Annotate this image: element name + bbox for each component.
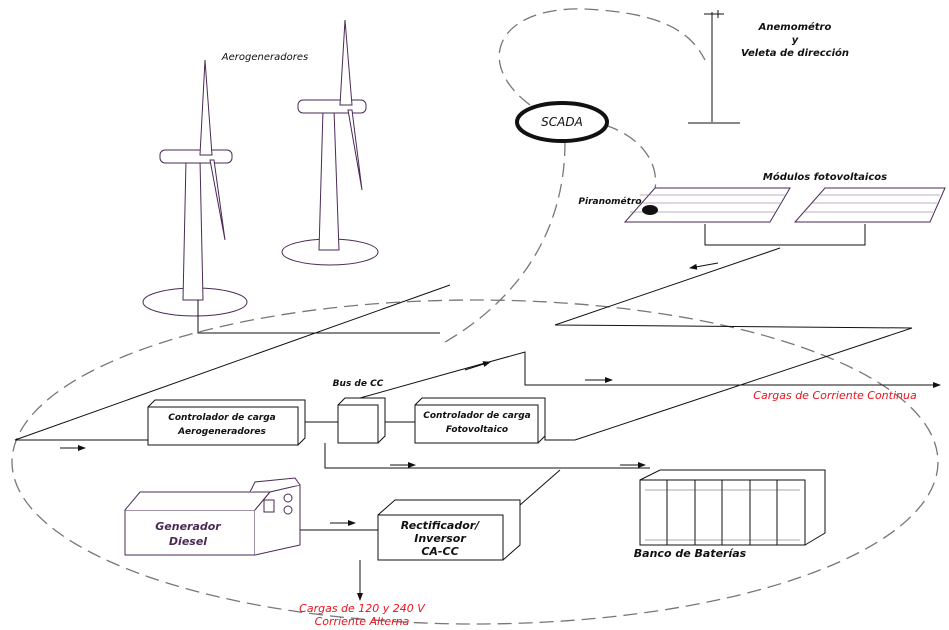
- battery-bank: [639, 469, 826, 546]
- bus-label: Bus de CC: [333, 379, 384, 389]
- anemometer-label: y: [792, 35, 799, 46]
- pv-label: Módulos fotovoltaicos: [763, 171, 887, 183]
- anemometer-mast: [688, 10, 740, 124]
- wind-controller-box: [147, 399, 306, 446]
- pv-controller-label: Controlador de carga: [423, 411, 531, 421]
- anemometer-label: Anemométro: [758, 21, 832, 33]
- pv-wire: [544, 247, 913, 441]
- wind-controller-label: Aerogeneradores: [177, 427, 266, 437]
- anemometer-label: Veleta de dirección: [741, 47, 849, 59]
- rectifier-label: Inversor: [414, 532, 466, 545]
- diesel-generator: [124, 477, 301, 556]
- scada-link-system: [439, 141, 566, 346]
- scada-label: SCADA: [541, 115, 583, 129]
- scada-link-anemometer: [498, 8, 706, 106]
- wind-wire: [197, 300, 440, 334]
- rectifier-label: CA-CC: [421, 545, 458, 558]
- pv-modules: [623, 187, 946, 223]
- flow-arrows: [60, 262, 719, 526]
- pv-controller-box: [414, 397, 546, 444]
- pv-wire: [704, 224, 866, 246]
- diesel-label: Diesel: [169, 535, 207, 548]
- rectifier-box: [377, 499, 521, 561]
- system-boundary: [11, 299, 939, 625]
- wind-label: Aerogeneradores: [221, 52, 308, 63]
- scada-node: [515, 101, 609, 143]
- dc-loads-label: Cargas de Corriente Continua: [753, 389, 917, 402]
- ac-loads-label: Corriente Alterna: [315, 615, 410, 628]
- pyranometer-label: Piranométro: [578, 196, 641, 207]
- rectifier-label: Rectificador/: [401, 519, 480, 532]
- bus-box: [337, 397, 386, 444]
- wind-turbines: [142, 19, 379, 317]
- pv-controller-label: Fotovoltaico: [446, 425, 508, 435]
- wind-controller-label: Controlador de carga: [168, 413, 276, 423]
- rectifier-wire: [519, 469, 561, 506]
- diesel-label: Generador: [155, 520, 221, 533]
- batteries-label: Banco de Baterías: [634, 547, 747, 560]
- battery-wire: [324, 443, 650, 469]
- scada-link-pyranometer: [604, 124, 657, 206]
- ac-loads-label: Cargas de 120 y 240 V: [299, 602, 426, 615]
- dc-load-wire: [359, 351, 941, 399]
